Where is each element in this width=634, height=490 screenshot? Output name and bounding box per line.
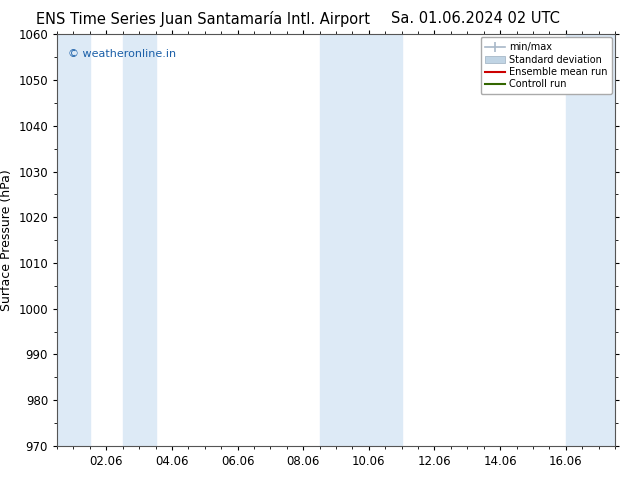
Legend: min/max, Standard deviation, Ensemble mean run, Controll run: min/max, Standard deviation, Ensemble me…	[481, 37, 612, 94]
Bar	[320, 34, 369, 446]
Bar	[123, 34, 155, 446]
Text: © weatheronline.in: © weatheronline.in	[68, 49, 176, 59]
Y-axis label: Surface Pressure (hPa): Surface Pressure (hPa)	[0, 169, 13, 311]
Bar	[369, 34, 402, 446]
Text: ENS Time Series Juan Santamaría Intl. Airport: ENS Time Series Juan Santamaría Intl. Ai…	[36, 11, 370, 27]
Bar	[566, 34, 615, 446]
Bar	[57, 34, 90, 446]
Text: Sa. 01.06.2024 02 UTC: Sa. 01.06.2024 02 UTC	[391, 11, 560, 26]
